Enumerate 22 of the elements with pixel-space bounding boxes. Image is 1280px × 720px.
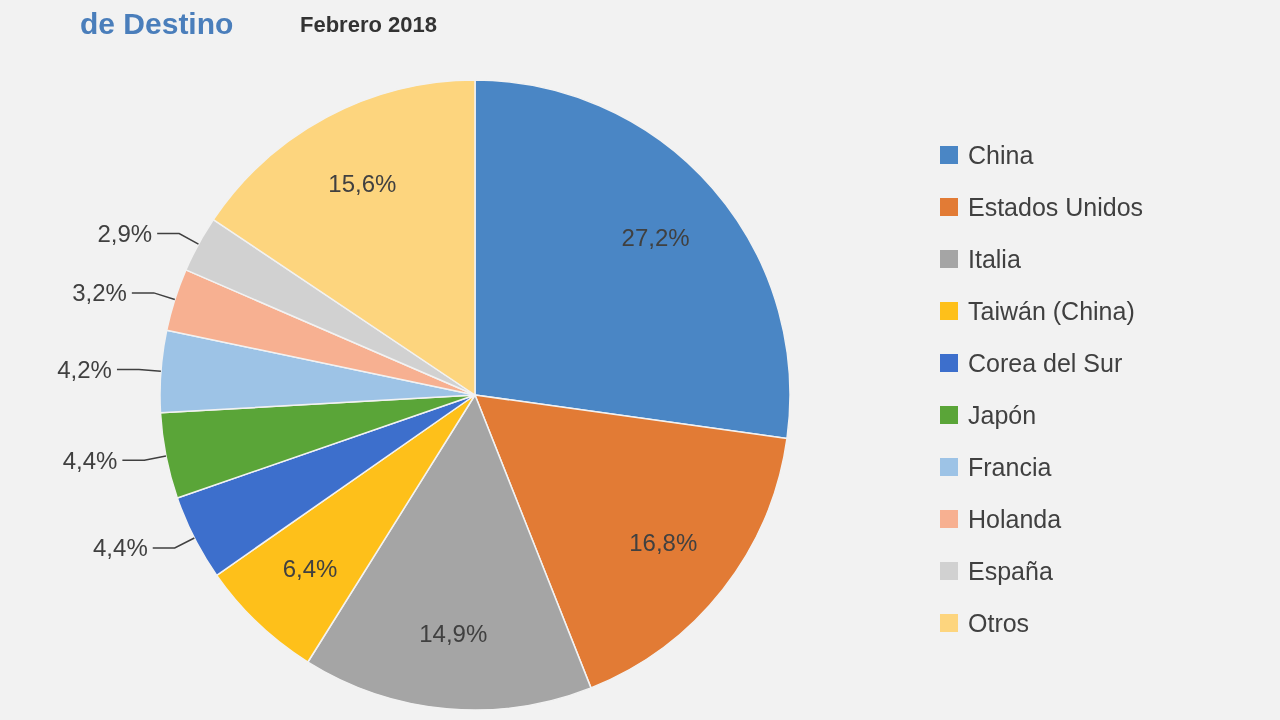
legend-label: Francia [968,453,1052,481]
data-label: 14,9% [419,619,488,647]
data-label: 4,2% [57,356,112,384]
legend-label: Italia [968,245,1021,273]
data-label: 4,4% [93,534,148,562]
legend-label: Estados Unidos [968,193,1144,221]
legend-label: Taiwán (China) [968,297,1135,325]
data-label: 16,8% [629,529,698,557]
data-label: 6,4% [282,554,338,582]
data-label: 4,4% [62,446,118,474]
legend-label: Otros [968,609,1030,637]
chart-subtitle: Febrero 2018 [300,12,437,37]
data-label: 3,2% [72,279,127,307]
legend-label: Japón [968,401,1037,429]
data-label: 2,9% [97,220,153,248]
data-label: 15,6% [328,170,397,198]
legend-label: Holanda [968,505,1062,533]
legend-label: Corea del Sur [968,349,1123,377]
legend-label: España [968,557,1053,585]
data-label: 27,2% [621,224,690,252]
chart-title: de Destino [80,7,234,40]
legend-label: China [968,141,1034,169]
